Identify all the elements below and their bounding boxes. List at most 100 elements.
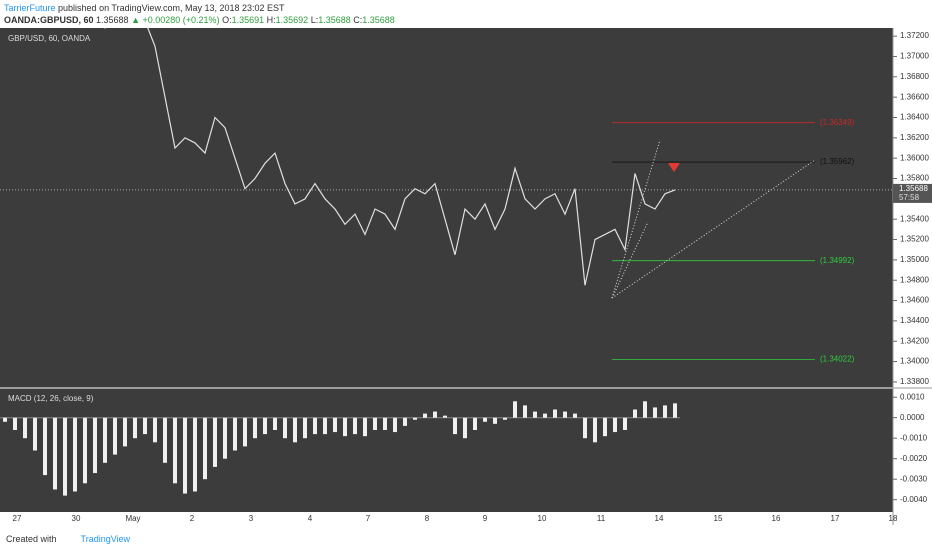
low: 1.35688 xyxy=(318,15,351,25)
macd-pane xyxy=(0,401,680,496)
header: TarrierFuture published on TradingView.c… xyxy=(4,2,395,26)
macd-bar xyxy=(13,417,17,430)
macd-bar xyxy=(443,415,447,418)
macd-bar xyxy=(63,417,67,496)
macd-bar xyxy=(513,401,517,418)
macd-bar xyxy=(463,417,467,439)
time-label: 8 xyxy=(425,514,430,523)
macd-bar xyxy=(673,403,677,418)
time-label: 14 xyxy=(655,514,664,523)
macd-bar xyxy=(483,417,487,422)
macd-bar xyxy=(453,417,457,435)
macd-bar xyxy=(333,417,337,433)
macd-bar xyxy=(33,417,37,451)
macd-bar xyxy=(103,417,107,463)
y-tick-label: 1.37000 xyxy=(900,52,929,61)
macd-bar xyxy=(183,417,187,494)
macd-bar xyxy=(203,417,207,480)
created-with: Created with xyxy=(6,534,57,544)
chart: GBP/USD, 60, OANDA MACD (12, 26, close, … xyxy=(0,28,932,526)
time-label: 3 xyxy=(249,514,254,523)
y-tick-label: 1.36800 xyxy=(900,72,929,81)
y-tick-label: 1.36200 xyxy=(900,133,929,142)
last: 1.35688 xyxy=(96,15,129,25)
macd-bar xyxy=(363,417,367,437)
macd-bar xyxy=(523,405,527,418)
time-label: 2 xyxy=(190,514,195,523)
published: published on TradingView.com, May 13, 20… xyxy=(58,3,285,13)
y-tick-label: 1.36400 xyxy=(900,113,929,122)
macd-bar xyxy=(323,417,327,435)
macd-tick-label: 0.0010 xyxy=(900,392,925,401)
macd-bar xyxy=(43,417,47,476)
macd-title: MACD (12, 26, close, 9) xyxy=(8,394,94,403)
macd-bar xyxy=(563,411,567,418)
time-label: 11 xyxy=(597,514,606,523)
level-label: (1.34992) xyxy=(820,256,855,265)
y-tick-label: 1.34800 xyxy=(900,275,929,284)
time-label: 30 xyxy=(72,514,81,523)
wedge-line xyxy=(611,221,649,299)
time-label: 16 xyxy=(772,514,781,523)
macd-bar xyxy=(243,417,247,447)
macd-bar xyxy=(343,417,347,437)
trend-line xyxy=(611,159,816,299)
macd-bar xyxy=(83,417,87,484)
macd-bar xyxy=(413,417,417,420)
macd-bar xyxy=(623,417,627,430)
macd-bar xyxy=(613,417,617,433)
y-tick-label: 1.34400 xyxy=(900,316,929,325)
y-tick-label: 1.35000 xyxy=(900,255,929,264)
y-tick-label: 1.36600 xyxy=(900,92,929,101)
brand[interactable]: TradingView xyxy=(80,534,131,544)
level-label: (1.35962) xyxy=(820,157,855,166)
macd-bar xyxy=(113,417,117,455)
macd-bar xyxy=(403,417,407,426)
main-pane: (1.36349) (1.35962) (1.34992) (1.34022) xyxy=(0,28,893,363)
macd-bar xyxy=(173,417,177,484)
quote-line: OANDA:GBPUSD, 60 1.35688 ▲ +0.00280 (+0.… xyxy=(4,15,395,25)
countdown: 57:58 xyxy=(899,193,920,202)
current-price-label: 1.35688 xyxy=(899,184,928,193)
chart-background xyxy=(0,28,893,512)
level-label: (1.36349) xyxy=(820,118,855,127)
time-label: 10 xyxy=(538,514,547,523)
axes: 1.37200 1.37000 1.36800 1.36600 1.36400 1.362… xyxy=(13,31,932,523)
y-tick-label: 1.34600 xyxy=(900,296,929,305)
macd-bar xyxy=(163,417,167,463)
macd-bar xyxy=(503,417,507,420)
publish-line: TarrierFuture published on TradingView.c… xyxy=(4,2,395,14)
macd-bar xyxy=(273,417,277,430)
time-axis xyxy=(0,512,932,526)
time-label: 4 xyxy=(308,514,313,523)
macd-bar xyxy=(143,417,147,435)
macd-tick-label: -0.0030 xyxy=(900,474,928,483)
macd-bar xyxy=(643,401,647,418)
macd-bar xyxy=(603,417,607,437)
macd-bar xyxy=(593,417,597,443)
price-line xyxy=(104,28,676,286)
time-label: 18 xyxy=(889,514,898,523)
macd-bar xyxy=(353,417,357,435)
sell-arrow xyxy=(668,163,680,172)
macd-bar xyxy=(213,417,217,467)
macd-bar xyxy=(423,413,427,418)
macd-bar xyxy=(73,417,77,492)
macd-tick-label: -0.0020 xyxy=(900,454,928,463)
macd-bar xyxy=(293,417,297,443)
macd-bar xyxy=(303,417,307,439)
wedge-line xyxy=(611,139,661,299)
current-price-box xyxy=(893,183,932,203)
macd-bar xyxy=(133,417,137,439)
close: 1.35688 xyxy=(362,15,395,25)
y-tick-label: 1.36000 xyxy=(900,153,929,162)
author[interactable]: TarrierFuture xyxy=(4,3,56,13)
macd-bar xyxy=(653,407,657,418)
macd-bar xyxy=(433,411,437,418)
macd-bar xyxy=(23,417,27,439)
macd-bar xyxy=(493,417,497,424)
change: ▲ +0.00280 (+0.21%) xyxy=(131,15,220,25)
y-tick-label: 1.33800 xyxy=(900,377,929,386)
time-label: 17 xyxy=(831,514,840,523)
